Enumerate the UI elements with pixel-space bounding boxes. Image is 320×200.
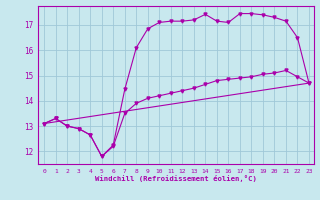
X-axis label: Windchill (Refroidissement éolien,°C): Windchill (Refroidissement éolien,°C) — [95, 175, 257, 182]
